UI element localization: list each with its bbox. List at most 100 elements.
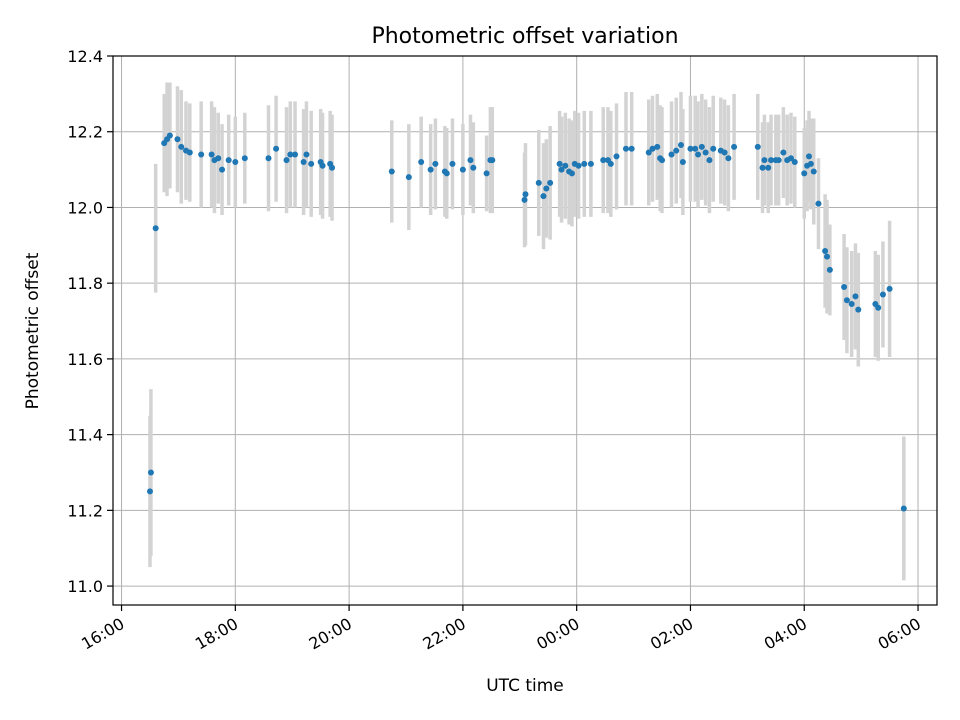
data-point	[824, 253, 831, 260]
data-point	[535, 179, 542, 186]
data-point	[547, 179, 554, 186]
data-point	[556, 160, 563, 167]
data-point	[659, 157, 666, 164]
data-point	[418, 159, 425, 166]
data-point	[543, 185, 550, 192]
data-point	[540, 193, 547, 200]
data-point	[768, 157, 775, 164]
data-point	[613, 153, 620, 160]
data-point	[668, 151, 675, 158]
data-point	[522, 191, 529, 198]
data-point	[875, 304, 882, 311]
data-point	[388, 168, 395, 175]
y-tick-label: 12.2	[67, 123, 103, 142]
data-point	[731, 143, 738, 150]
data-point	[174, 136, 181, 143]
data-point	[215, 155, 222, 162]
data-point	[600, 157, 607, 164]
data-points	[146, 132, 907, 512]
data-point	[843, 297, 850, 304]
data-point	[562, 162, 569, 169]
data-point	[810, 168, 817, 175]
data-point	[654, 143, 661, 150]
data-point	[287, 151, 294, 158]
data-point	[459, 166, 466, 173]
data-point	[886, 285, 893, 292]
data-point	[198, 151, 205, 158]
data-point	[679, 159, 686, 166]
data-point	[815, 200, 822, 207]
y-tick-label: 11.2	[67, 501, 103, 520]
data-point	[841, 283, 848, 290]
data-point	[467, 157, 474, 164]
data-point	[852, 293, 859, 300]
data-point	[822, 247, 829, 254]
data-point	[855, 306, 862, 313]
data-point	[152, 225, 159, 232]
data-point	[405, 174, 412, 181]
data-point	[146, 488, 153, 495]
plot-frame	[112, 55, 938, 606]
y-tick-label: 11.4	[67, 426, 103, 445]
data-point	[780, 149, 787, 156]
data-point	[677, 141, 684, 148]
data-point	[292, 151, 299, 158]
data-point	[483, 170, 490, 177]
x-axis-label: UTC time	[486, 676, 564, 696]
y-tick-label: 12.0	[67, 198, 103, 217]
y-tick-label: 11.0	[67, 577, 103, 596]
data-point	[725, 155, 732, 162]
data-point	[607, 160, 614, 167]
data-point	[575, 162, 582, 169]
data-point	[628, 145, 635, 152]
data-point	[622, 145, 629, 152]
data-point	[427, 166, 434, 173]
data-point	[900, 505, 907, 512]
chart-title: Photometric offset variation	[371, 24, 678, 49]
data-point	[710, 145, 717, 152]
data-point	[645, 149, 652, 156]
data-point	[879, 291, 886, 298]
data-point	[765, 164, 772, 171]
data-point	[208, 151, 215, 158]
data-point	[232, 159, 239, 166]
data-point	[166, 132, 173, 139]
data-point	[805, 153, 812, 160]
data-point	[225, 157, 232, 164]
data-point	[303, 151, 310, 158]
data-point	[273, 145, 280, 152]
y-tick-label: 12.4	[67, 47, 103, 66]
data-point	[698, 143, 705, 150]
y-axis-ticks: 11.0 11.2 11.4 11.6 11.8 12.0 12.2 12.4	[67, 47, 113, 596]
data-point	[178, 143, 185, 150]
data-point	[761, 157, 768, 164]
data-point	[692, 145, 699, 152]
data-point	[241, 155, 248, 162]
data-point	[721, 149, 728, 156]
data-point	[649, 145, 656, 152]
data-point	[319, 162, 326, 169]
data-point	[791, 159, 798, 166]
data-point	[702, 149, 709, 156]
y-tick-label: 11.8	[67, 274, 103, 293]
data-point	[329, 164, 336, 171]
data-point	[754, 143, 761, 150]
data-point	[300, 159, 307, 166]
data-point	[775, 157, 782, 164]
data-point	[432, 160, 439, 167]
data-point	[581, 160, 588, 167]
data-point	[695, 151, 702, 158]
data-point	[826, 266, 833, 273]
data-point	[283, 157, 290, 164]
data-point	[470, 164, 477, 171]
data-point	[807, 160, 814, 167]
data-point	[801, 170, 808, 177]
data-point	[186, 149, 193, 156]
data-point	[587, 160, 594, 167]
data-point	[265, 155, 272, 162]
data-point	[759, 164, 766, 171]
data-point	[787, 155, 794, 162]
data-point	[489, 157, 496, 164]
